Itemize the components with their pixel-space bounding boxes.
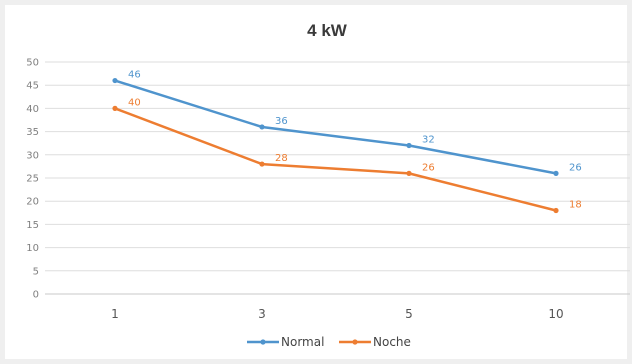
data-point-normal <box>553 170 559 176</box>
grid-lines <box>45 61 630 295</box>
series-lines <box>112 77 559 214</box>
y-axis-ticks: 0 5 10 15 20 25 30 35 40 45 50 <box>26 58 39 301</box>
data-label-normal: 32 <box>422 135 435 146</box>
series-line-normal <box>113 79 558 175</box>
data-label-normal: 26 <box>569 162 582 173</box>
data-labels: 46 36 32 26 40 28 26 18 <box>128 70 582 211</box>
y-tick-label: 20 <box>26 197 39 208</box>
y-tick-label: 35 <box>26 127 39 138</box>
data-point-noche <box>553 207 559 214</box>
data-point-normal <box>259 124 265 130</box>
y-tick-label: 40 <box>26 104 39 115</box>
data-label-noche: 28 <box>275 153 288 164</box>
chart-title: 4 kW <box>307 21 348 40</box>
y-tick-label: 0 <box>33 290 39 301</box>
x-tick-label: 1 <box>111 307 119 321</box>
series-line-noche <box>113 107 558 212</box>
legend-marker-normal <box>260 339 266 345</box>
y-tick-label: 15 <box>26 220 39 231</box>
data-label-noche: 18 <box>569 199 582 210</box>
y-tick-label: 10 <box>26 243 39 254</box>
data-point-normal <box>406 142 412 149</box>
legend-label-noche: Noche <box>373 335 411 349</box>
y-tick-label: 30 <box>26 150 39 161</box>
data-label-noche: 26 <box>422 162 435 173</box>
data-label-normal: 36 <box>275 116 288 127</box>
data-point-noche <box>406 170 412 176</box>
data-point-normal <box>112 77 118 84</box>
y-tick-label: 25 <box>26 174 39 185</box>
legend-label-normal: Normal <box>281 335 324 349</box>
data-label-normal: 46 <box>128 70 141 81</box>
x-tick-label: 3 <box>258 307 266 321</box>
legend-marker-noche <box>352 339 358 345</box>
y-tick-label: 5 <box>33 266 39 277</box>
y-tick-label: 45 <box>26 81 39 92</box>
x-axis-ticks: 1 3 5 10 <box>111 307 563 321</box>
data-label-noche: 40 <box>128 97 141 108</box>
legend: Normal Noche <box>247 335 411 349</box>
data-point-noche <box>259 161 265 167</box>
y-tick-label: 50 <box>26 58 39 69</box>
x-tick-label: 10 <box>548 307 563 321</box>
data-point-noche <box>112 105 118 111</box>
x-tick-label: 5 <box>405 307 413 321</box>
